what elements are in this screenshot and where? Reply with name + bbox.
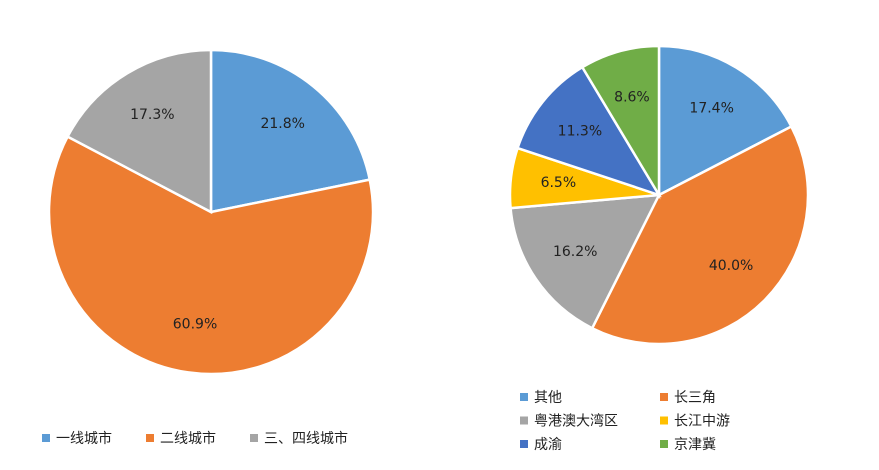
pie-slice — [209, 48, 372, 214]
legend-label: 三、四线城市 — [264, 430, 348, 447]
data-label: 17.3% — [130, 107, 174, 123]
legend-swatch — [520, 416, 528, 425]
legend-label: 长三角 — [674, 390, 716, 406]
legend-swatch — [660, 393, 668, 401]
data-label: 60.9% — [173, 316, 217, 332]
legend-label: 长江中游 — [674, 414, 730, 430]
legend-swatch — [520, 440, 528, 448]
legend-label: 其他 — [534, 390, 562, 406]
pie-slice — [580, 44, 661, 200]
legend-swatch — [520, 393, 528, 401]
legend-swatch — [660, 440, 668, 448]
pie-slice — [509, 193, 662, 330]
pie-slice — [47, 134, 375, 376]
legend-label: 二线城市 — [160, 430, 216, 447]
legend-swatch — [660, 416, 668, 425]
data-label: 8.6% — [614, 89, 650, 105]
legend-label: 粤港澳大湾区 — [534, 413, 618, 430]
data-label: 17.4% — [689, 100, 733, 116]
legend-label: 一线城市 — [56, 430, 112, 447]
legend-label: 京津冀 — [674, 437, 716, 453]
legend-label: 成渝 — [534, 437, 562, 453]
data-label: 21.8% — [260, 116, 304, 132]
legend-swatch — [146, 434, 154, 442]
data-label: 16.2% — [553, 244, 597, 260]
data-label: 11.3% — [558, 124, 602, 140]
pie-slice — [657, 44, 794, 198]
data-label: 6.5% — [541, 175, 577, 191]
legend-swatch — [42, 434, 50, 442]
pie-slice — [65, 48, 213, 215]
legend-swatch — [250, 434, 258, 442]
pie-slice — [590, 124, 810, 346]
pie-slice — [516, 65, 662, 198]
data-label: 40.0% — [709, 258, 753, 274]
